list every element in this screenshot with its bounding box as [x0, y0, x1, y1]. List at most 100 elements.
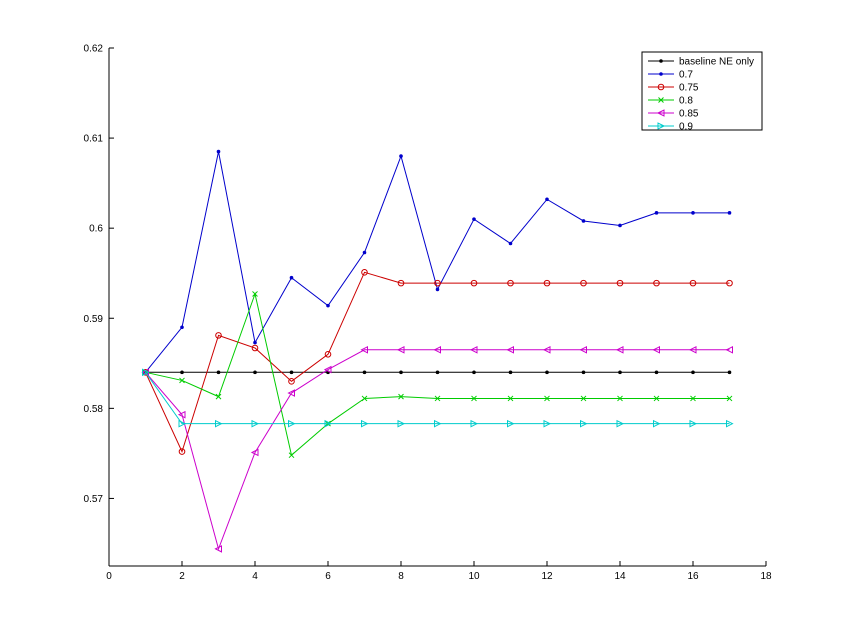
data-point [178, 419, 187, 428]
data-point [508, 370, 513, 375]
x-tick-label: 18 [760, 571, 772, 582]
data-point [659, 59, 663, 63]
data-point [726, 419, 734, 428]
x-tick-label: 14 [614, 571, 626, 582]
data-point [726, 395, 733, 402]
data-point [653, 279, 660, 287]
data-point [397, 279, 405, 287]
data-point [251, 344, 259, 352]
data-point [508, 241, 513, 246]
data-point [362, 370, 367, 375]
data-point [142, 368, 150, 377]
data-point [435, 370, 440, 375]
data-point [580, 279, 587, 287]
data-point [471, 395, 477, 402]
data-point [725, 345, 733, 354]
y-ticks: 0.57 0.58 0.59 0.6 0.61 0.62 [84, 44, 114, 505]
data-point [288, 452, 295, 459]
series-2 [142, 269, 733, 455]
x-tick-label: 6 [325, 571, 331, 582]
y-tick-label: 0.62 [84, 44, 104, 55]
legend-label: 0.85 [679, 109, 699, 120]
data-point [323, 365, 332, 374]
y-tick-label: 0.58 [84, 404, 104, 415]
data-point [507, 419, 515, 428]
data-point [616, 279, 624, 287]
data-point [726, 279, 733, 287]
data-point [361, 269, 368, 276]
data-point [657, 83, 665, 91]
x-tick-label: 0 [106, 571, 112, 582]
data-point [252, 291, 258, 297]
data-point [398, 393, 404, 400]
data-point [689, 419, 698, 428]
data-point [545, 370, 549, 375]
data-point [615, 345, 624, 354]
data-point [688, 345, 697, 354]
legend-label: 0.7 [679, 70, 693, 81]
data-point [396, 345, 405, 354]
data-point [216, 370, 221, 375]
data-point [399, 154, 403, 158]
data-point [289, 275, 294, 280]
legend-label: 0.75 [679, 83, 699, 94]
data-point [214, 545, 222, 553]
data-point [690, 395, 696, 402]
data-point [215, 393, 222, 400]
legend-label: 0.8 [679, 96, 693, 107]
legend-label: baseline NE only [679, 57, 754, 68]
data-point [361, 395, 368, 402]
data-point [435, 287, 440, 292]
x-tick-label: 2 [179, 571, 185, 582]
legend-box [641, 51, 763, 131]
data-point [652, 345, 660, 354]
y-tick-label: 0.59 [84, 314, 104, 325]
y-tick-label: 0.6 [89, 224, 103, 235]
data-point [215, 332, 222, 339]
data-point [288, 378, 295, 385]
data-point [434, 395, 441, 402]
data-point [434, 279, 441, 287]
x-tick-label: 8 [398, 571, 404, 582]
data-point [507, 279, 514, 287]
series-5 [142, 368, 734, 428]
data-point [691, 370, 695, 375]
data-point [250, 448, 259, 457]
data-point [616, 419, 625, 428]
data-point [251, 419, 260, 428]
data-point [656, 109, 665, 117]
legend-item: 0.75 [648, 83, 699, 94]
data-point [362, 250, 367, 255]
y-tick-label: 0.57 [84, 494, 104, 505]
series-line [145, 271, 730, 453]
legend-item: 0.7 [648, 70, 693, 81]
plot-area [109, 48, 766, 566]
data-point [542, 345, 551, 354]
data-point [470, 419, 479, 428]
data-point [433, 345, 441, 354]
data-point [580, 395, 587, 402]
x-tick-label: 12 [541, 571, 553, 582]
data-point [654, 370, 659, 375]
data-point [288, 419, 296, 428]
data-point [689, 279, 697, 287]
series-line [145, 349, 730, 551]
data-point [178, 448, 186, 455]
x-tick-label: 16 [687, 571, 699, 582]
x-ticks: 0 2 4 6 8 10 12 14 16 18 [106, 561, 772, 582]
data-point [324, 350, 332, 358]
legend: baseline NE only 0.7 0.75 0.8 0.85 0.9 [641, 51, 763, 133]
data-point [326, 303, 330, 308]
data-point [691, 211, 695, 215]
data-point [469, 345, 478, 354]
x-tick-label: 10 [468, 571, 480, 582]
legend-item: baseline NE only [648, 57, 754, 68]
data-point [434, 419, 442, 428]
data-point [180, 325, 184, 330]
data-point [361, 419, 369, 428]
y-tick-label: 0.61 [84, 134, 104, 145]
data-point [579, 345, 587, 354]
legend-item: 0.9 [648, 122, 693, 133]
data-point [653, 395, 660, 402]
